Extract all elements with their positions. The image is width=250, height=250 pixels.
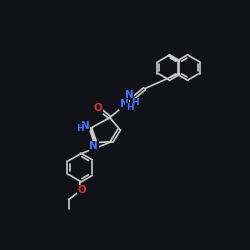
Text: N: N [81, 121, 90, 131]
Text: N: N [120, 100, 129, 110]
Text: H: H [126, 104, 133, 112]
Text: O: O [78, 185, 86, 195]
Text: N: N [90, 142, 98, 152]
Text: H: H [131, 98, 138, 107]
Text: H: H [76, 124, 84, 133]
Text: O: O [94, 103, 102, 113]
Text: N: N [125, 90, 134, 100]
